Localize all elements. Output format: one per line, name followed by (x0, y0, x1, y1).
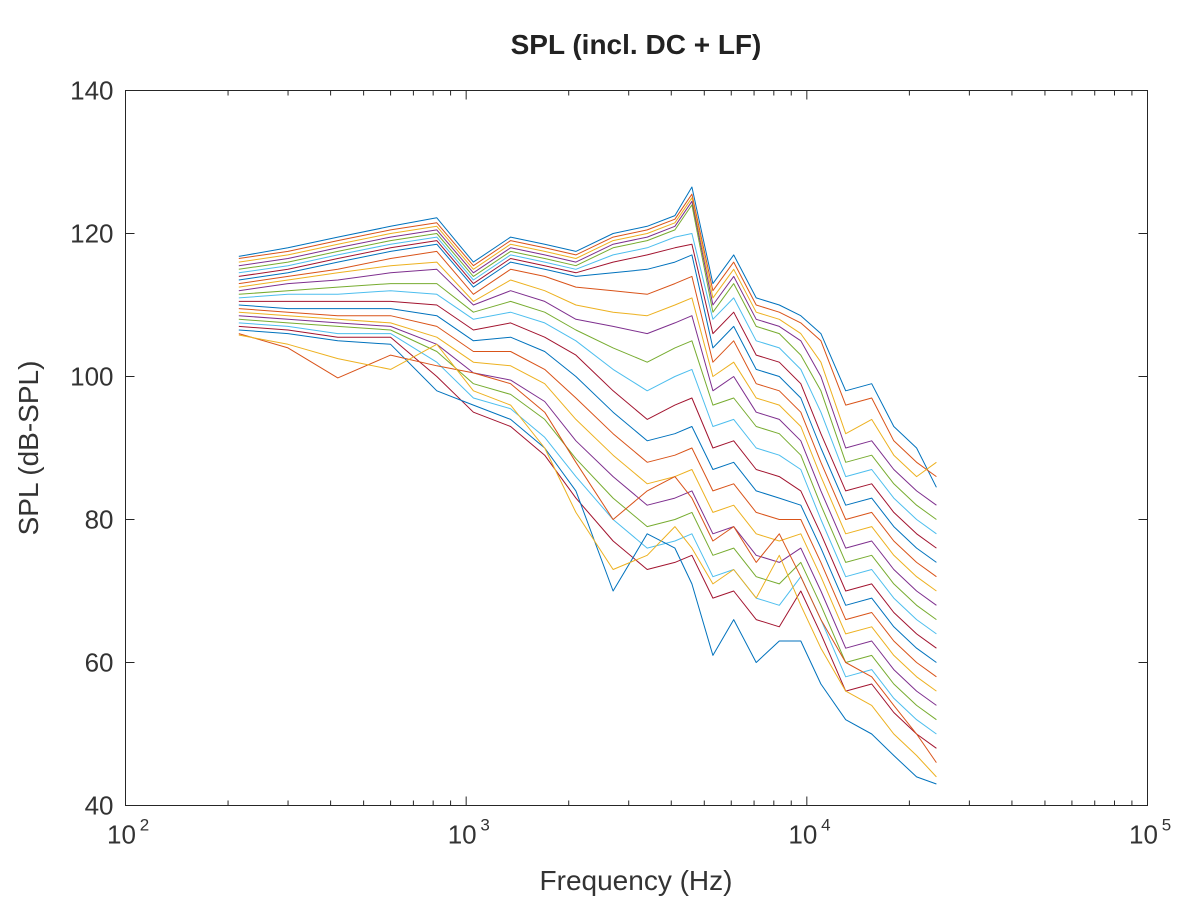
x-tick-exponent: 2 (140, 816, 149, 835)
series-line (238, 308, 937, 678)
y-tick-label: 120 (70, 219, 113, 249)
y-tick-label: 80 (85, 505, 114, 535)
chart-title: SPL (incl. DC + LF) (511, 29, 762, 60)
series-line (238, 250, 937, 578)
y-tick-label: 100 (70, 362, 113, 392)
series-line (238, 186, 937, 488)
x-tick-label: 10 (1129, 820, 1158, 850)
x-tick-exponent: 5 (1162, 816, 1171, 835)
series-line (238, 333, 937, 763)
y-tick-label: 40 (85, 791, 114, 821)
plot-frame (125, 90, 1148, 806)
series-line (238, 311, 937, 692)
series-line (238, 233, 937, 535)
series-line (238, 283, 937, 621)
series-line (238, 243, 937, 563)
series-layer (238, 186, 937, 785)
x-tick-label: 10 (788, 820, 817, 850)
x-axis-label: Frequency (Hz) (540, 865, 733, 896)
x-tick-label: 10 (448, 820, 477, 850)
series-line (238, 204, 937, 520)
y-tick-label: 140 (70, 76, 113, 106)
y-axis-label: SPL (dB-SPL) (13, 361, 44, 536)
series-line (238, 268, 937, 606)
series-line (238, 300, 937, 649)
series-line (238, 290, 937, 635)
series-line (238, 322, 937, 735)
series-line (238, 261, 937, 592)
y-tick-label: 60 (85, 648, 114, 678)
x-tick-exponent: 3 (480, 816, 489, 835)
series-line (238, 197, 937, 478)
x-tick-label: 10 (107, 820, 136, 850)
series-line (238, 240, 937, 549)
series-line (238, 315, 937, 706)
series-line (238, 200, 937, 506)
series-line (238, 325, 937, 749)
series-line (238, 334, 937, 778)
x-tick-exponent: 4 (821, 816, 830, 835)
series-line (238, 193, 937, 478)
series-line (238, 304, 937, 663)
series-line (238, 329, 937, 785)
